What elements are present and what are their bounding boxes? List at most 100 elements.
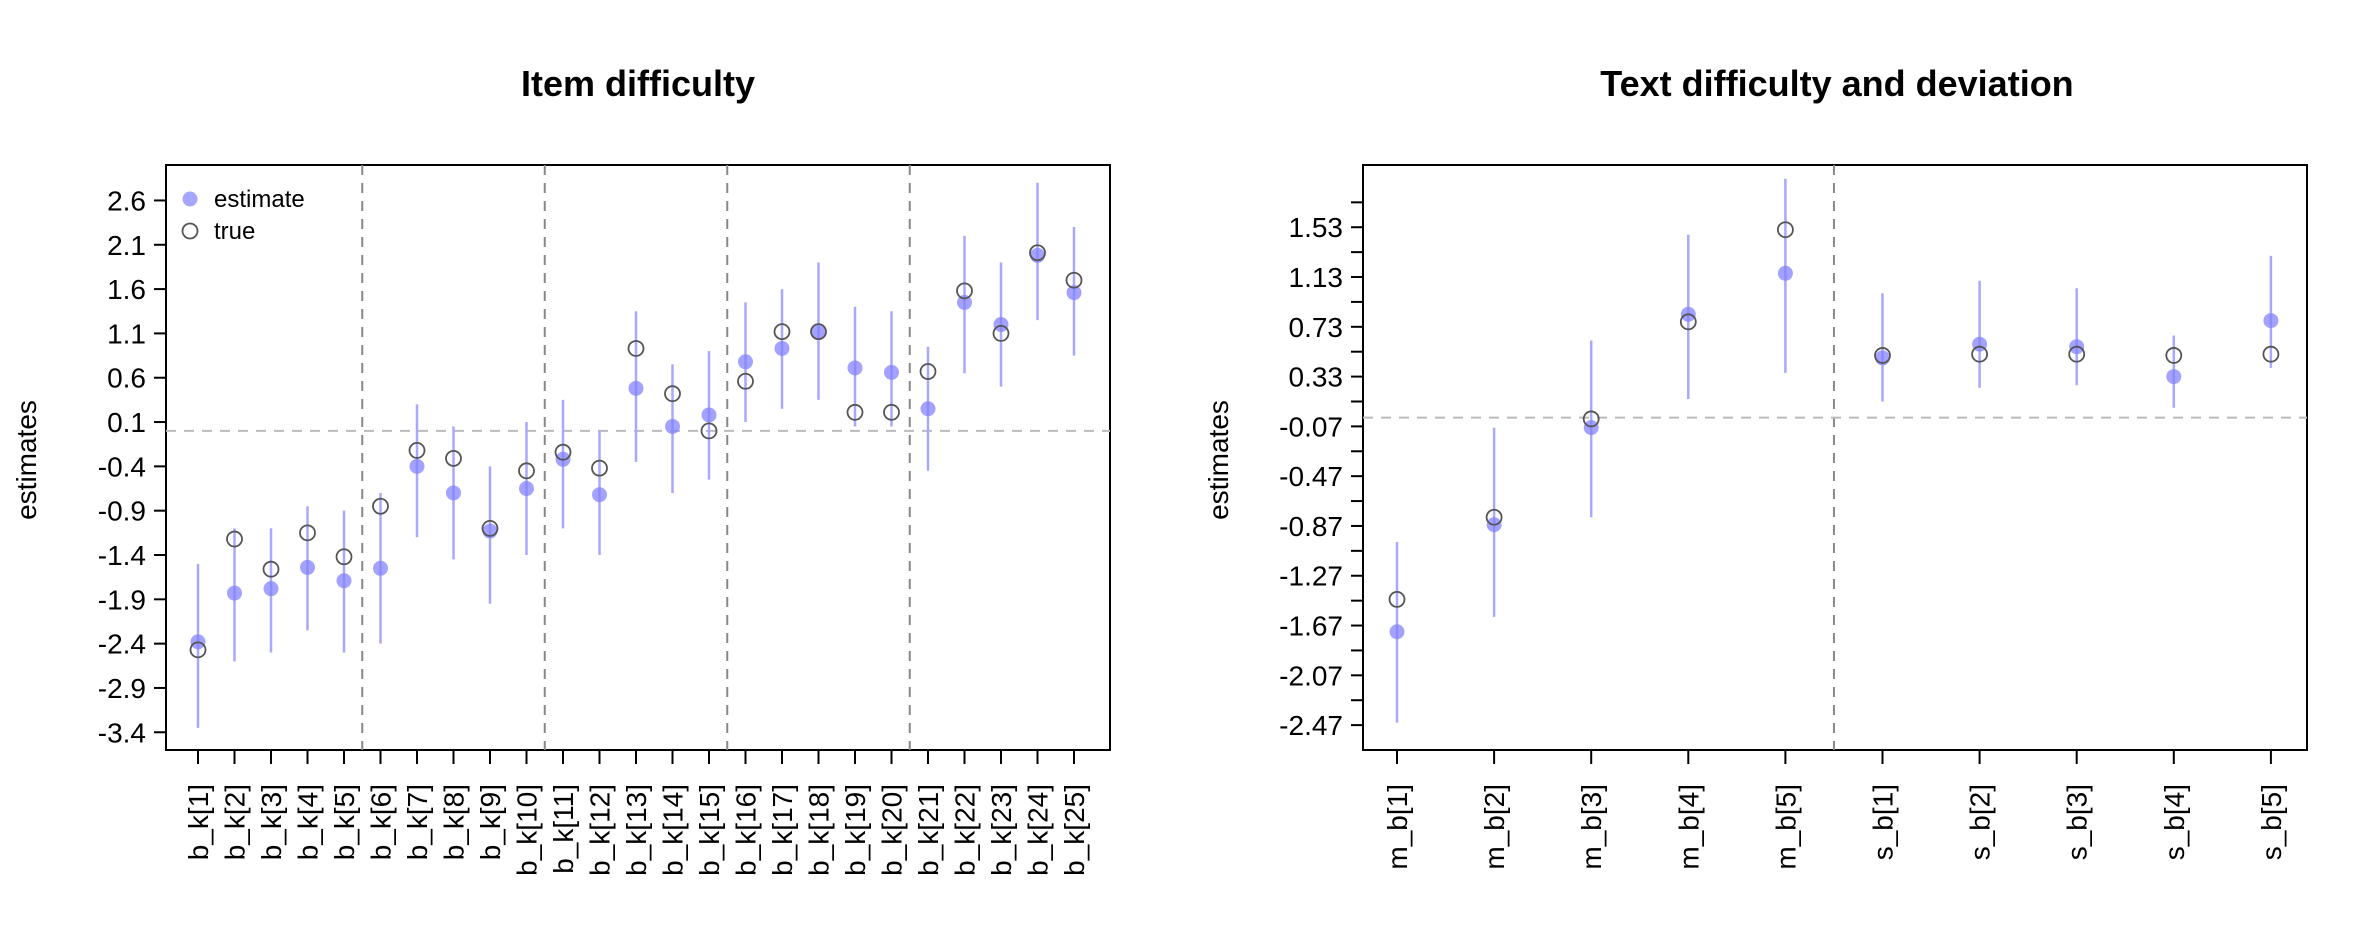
true-points — [189, 244, 1083, 659]
y-tick-label: -0.9 — [98, 496, 146, 527]
estimate-point — [1777, 265, 1793, 281]
estimate-points — [190, 247, 1082, 650]
x-tick-label: b_k[1] — [183, 784, 214, 860]
y-tick-label: -0.47 — [1279, 461, 1343, 492]
chart-item-difficulty: Item difficulty estimates -3.4 -2.9 -2.4 -1… — [11, 63, 1111, 876]
x-tick-label: s_b[3] — [2062, 784, 2093, 860]
estimate-point — [300, 559, 315, 575]
x-tick-label: m_b[5] — [1770, 784, 1801, 870]
y-tick-label: 1.13 — [1289, 262, 1344, 293]
legend-true-label: true — [214, 218, 255, 245]
x-axis: b_k[1] b_k[2] b_k[3] b_k[4] b_k[5] b_k[6] b_k[… — [183, 750, 1090, 876]
true-point — [408, 442, 426, 459]
x-tick-label: b_k[10] — [512, 784, 543, 876]
y-tick-label: 0.73 — [1289, 312, 1344, 343]
x-tick-label: b_k[22] — [950, 784, 981, 876]
y-tick-label: -3.4 — [98, 717, 146, 748]
true-point — [627, 340, 645, 357]
estimate-point — [993, 317, 1009, 333]
true-point — [372, 497, 389, 515]
estimate-point — [1389, 624, 1405, 640]
y-axis-label: estimates — [11, 400, 42, 520]
true-point — [1874, 347, 1891, 364]
true-point — [262, 560, 280, 578]
estimate-point — [1583, 420, 1599, 436]
estimate-point — [336, 573, 352, 589]
true-point — [518, 462, 535, 480]
estimate-point — [409, 458, 425, 474]
true-points — [1388, 221, 2280, 608]
x-tick-label: b_k[14] — [658, 784, 689, 876]
estimate-point — [227, 585, 242, 601]
reference-lines — [166, 165, 1110, 750]
true-point — [810, 323, 827, 341]
legend-estimate-label: estimate — [214, 186, 305, 213]
x-tick-label: s_b[1] — [1868, 784, 1899, 860]
x-tick-label: m_b[2] — [1479, 784, 1510, 870]
chart-title: Item difficulty — [521, 63, 755, 104]
y-tick-label: -1.27 — [1279, 561, 1343, 592]
plot-frame — [165, 164, 1111, 751]
y-tick-label: -2.4 — [98, 629, 146, 660]
true-point — [1679, 313, 1697, 331]
estimate-point — [884, 364, 899, 380]
x-tick-label: b_k[5] — [329, 784, 360, 860]
x-tick-label: b_k[15] — [694, 784, 725, 876]
x-tick-label: s_b[2] — [1965, 784, 1996, 860]
estimate-point — [592, 487, 607, 503]
x-tick-label: b_k[12] — [585, 784, 616, 876]
true-point — [700, 422, 718, 440]
y-axis-label: estimates — [1203, 400, 1234, 520]
true-point — [2165, 347, 2183, 364]
x-tick-label: b_k[2] — [220, 784, 251, 860]
true-point — [1065, 271, 1083, 289]
x-tick-label: b_k[8] — [439, 784, 470, 860]
true-point — [591, 459, 608, 477]
y-tick-label: 2.1 — [107, 230, 146, 261]
x-tick-label: b_k[21] — [913, 784, 944, 876]
x-tick-label: b_k[3] — [256, 784, 287, 860]
estimate-point — [628, 380, 644, 396]
true-point — [1777, 221, 1794, 239]
x-tick-label: m_b[4] — [1673, 784, 1704, 870]
x-tick-label: b_k[23] — [986, 784, 1017, 876]
estimate-point — [665, 418, 680, 434]
estimate-point — [811, 325, 826, 341]
x-tick-label: b_k[16] — [731, 784, 762, 876]
x-tick-label: b_k[7] — [402, 784, 433, 860]
true-point — [992, 325, 1010, 342]
y-axis: -3.4 -2.9 -2.4 -1.9 -1.4 -0.9 -0.4 0.1 0.6 1.1 1.6… — [98, 185, 166, 748]
true-point — [664, 385, 681, 403]
true-point — [189, 641, 207, 659]
interval-bars — [196, 182, 1076, 728]
x-tick-label: b_k[18] — [804, 784, 835, 876]
x-tick-label: b_k[19] — [840, 784, 871, 876]
estimate-point — [446, 485, 461, 501]
x-axis: m_b[1] m_b[2] m_b[3] m_b[4] m_b[5] s_b[1] s_b[… — [1382, 750, 2287, 870]
chart-text-difficulty: Text difficulty and deviation estimates … — [1203, 63, 2308, 870]
true-point — [919, 363, 937, 380]
y-tick-label: 1.1 — [107, 318, 146, 349]
y-tick-label: 0.33 — [1289, 362, 1344, 393]
legend-estimate-marker — [182, 191, 198, 207]
true-point — [335, 548, 353, 566]
x-tick-label: b_k[24] — [1023, 784, 1054, 876]
true-point — [2068, 345, 2086, 363]
true-point — [883, 403, 900, 421]
chart-title: Text difficulty and deviation — [1600, 63, 2073, 104]
true-point — [481, 520, 499, 537]
y-axis: -2.47 -2.07 -1.67 -1.27 -0.87 -0.47 -0.07 0.33 0… — [1279, 201, 1363, 741]
x-tick-label: b_k[25] — [1059, 784, 1090, 876]
estimate-point — [2263, 313, 2279, 329]
true-point — [737, 372, 754, 390]
y-tick-label: 0.6 — [107, 363, 146, 394]
estimate-point — [774, 340, 790, 356]
true-point — [1388, 590, 1406, 608]
estimate-point — [263, 581, 279, 597]
estimate-point — [738, 354, 753, 370]
y-tick-label: -2.47 — [1279, 710, 1343, 741]
legend: estimate true — [181, 186, 305, 245]
estimate-point — [519, 481, 534, 497]
x-tick-label: s_b[4] — [2159, 784, 2190, 860]
y-tick-label: 1.6 — [107, 274, 146, 305]
